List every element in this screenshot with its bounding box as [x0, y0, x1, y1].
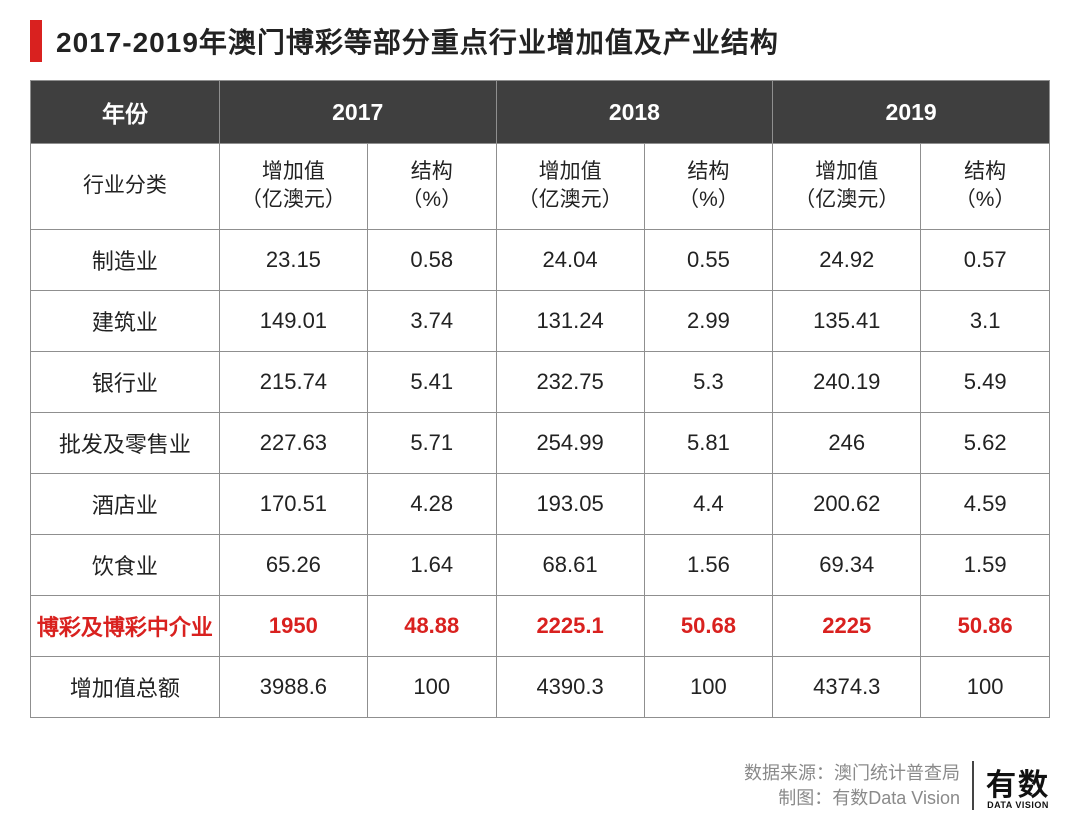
- value-2017: 170.51: [219, 473, 367, 534]
- table-row: 建筑业149.013.74131.242.99135.413.1: [31, 290, 1050, 351]
- source-label: 数据来源：: [744, 763, 834, 783]
- structure-2018: 4.4: [644, 473, 773, 534]
- table-row: 银行业215.745.41232.755.3240.195.49: [31, 351, 1050, 412]
- row-name: 批发及零售业: [31, 412, 220, 473]
- logo: 有数 DATA VISION: [986, 771, 1050, 810]
- structure-2017: 1.64: [367, 534, 496, 595]
- row-name: 制造业: [31, 229, 220, 290]
- subheader-value: 增加值（亿澳元）: [219, 144, 367, 230]
- accent-block: [30, 20, 42, 62]
- source-block: 数据来源：澳门统计普查局 制图：有数Data Vision: [744, 761, 974, 810]
- structure-2017: 100: [367, 656, 496, 717]
- source-value: 澳门统计普查局: [834, 763, 960, 783]
- structure-2017: 4.28: [367, 473, 496, 534]
- logo-cn: 有数: [986, 771, 1050, 801]
- value-2017: 3988.6: [219, 656, 367, 717]
- author-label: 制图：: [778, 788, 832, 808]
- structure-2019: 5.49: [921, 351, 1050, 412]
- header-2019: 2019: [773, 81, 1050, 144]
- value-2019: 240.19: [773, 351, 921, 412]
- value-2019: 69.34: [773, 534, 921, 595]
- row-name: 饮食业: [31, 534, 220, 595]
- author-line: 制图：有数Data Vision: [744, 786, 960, 810]
- structure-2017: 0.58: [367, 229, 496, 290]
- structure-2018: 0.55: [644, 229, 773, 290]
- table-row: 饮食业65.261.6468.611.5669.341.59: [31, 534, 1050, 595]
- value-2017: 65.26: [219, 534, 367, 595]
- subheader-structure: 结构（%）: [367, 144, 496, 230]
- structure-2019: 3.1: [921, 290, 1050, 351]
- value-2017: 1950: [219, 595, 367, 656]
- structure-2018: 50.68: [644, 595, 773, 656]
- table-row: 批发及零售业227.635.71254.995.812465.62: [31, 412, 1050, 473]
- value-2019: 2225: [773, 595, 921, 656]
- value-2017: 227.63: [219, 412, 367, 473]
- value-2019: 24.92: [773, 229, 921, 290]
- subheader-structure: 结构（%）: [644, 144, 773, 230]
- subheader-structure: 结构（%）: [921, 144, 1050, 230]
- subheader-value: 增加值（亿澳元）: [496, 144, 644, 230]
- table-row: 制造业23.150.5824.040.5524.920.57: [31, 229, 1050, 290]
- structure-2019: 0.57: [921, 229, 1050, 290]
- value-2017: 23.15: [219, 229, 367, 290]
- structure-2017: 5.71: [367, 412, 496, 473]
- author-value: 有数Data Vision: [832, 788, 960, 808]
- table-body: 行业分类 增加值（亿澳元） 结构（%） 增加值（亿澳元） 结构（%） 增加值（亿…: [31, 144, 1050, 718]
- structure-2019: 5.62: [921, 412, 1050, 473]
- value-2019: 246: [773, 412, 921, 473]
- value-2018: 2225.1: [496, 595, 644, 656]
- row-name: 建筑业: [31, 290, 220, 351]
- subheader-value: 增加值（亿澳元）: [773, 144, 921, 230]
- value-2018: 232.75: [496, 351, 644, 412]
- value-2017: 149.01: [219, 290, 367, 351]
- row-name: 博彩及博彩中介业: [31, 595, 220, 656]
- value-2018: 254.99: [496, 412, 644, 473]
- table-row: 酒店业170.514.28193.054.4200.624.59: [31, 473, 1050, 534]
- structure-2019: 50.86: [921, 595, 1050, 656]
- structure-2018: 1.56: [644, 534, 773, 595]
- structure-2017: 48.88: [367, 595, 496, 656]
- value-2019: 200.62: [773, 473, 921, 534]
- structure-2018: 5.81: [644, 412, 773, 473]
- header-year: 年份: [31, 81, 220, 144]
- structure-2019: 1.59: [921, 534, 1050, 595]
- value-2018: 193.05: [496, 473, 644, 534]
- source-line: 数据来源：澳门统计普查局: [744, 761, 960, 785]
- structure-2019: 4.59: [921, 473, 1050, 534]
- structure-2018: 100: [644, 656, 773, 717]
- table-header: 年份 2017 2018 2019: [31, 81, 1050, 144]
- value-2018: 4390.3: [496, 656, 644, 717]
- value-2017: 215.74: [219, 351, 367, 412]
- table-row: 博彩及博彩中介业195048.882225.150.68222550.86: [31, 595, 1050, 656]
- header-2018: 2018: [496, 81, 773, 144]
- title-bar: 2017-2019年澳门博彩等部分重点行业增加值及产业结构: [30, 20, 1050, 62]
- value-2018: 131.24: [496, 290, 644, 351]
- structure-2017: 5.41: [367, 351, 496, 412]
- value-2018: 24.04: [496, 229, 644, 290]
- structure-2018: 2.99: [644, 290, 773, 351]
- subheader-industry: 行业分类: [31, 144, 220, 230]
- table-row: 增加值总额3988.61004390.31004374.3100: [31, 656, 1050, 717]
- row-name: 酒店业: [31, 473, 220, 534]
- page-title: 2017-2019年澳门博彩等部分重点行业增加值及产业结构: [56, 21, 779, 61]
- structure-2019: 100: [921, 656, 1050, 717]
- industry-table: 年份 2017 2018 2019 行业分类 增加值（亿澳元） 结构（%） 增加…: [30, 80, 1050, 718]
- table-subheader: 行业分类 增加值（亿澳元） 结构（%） 增加值（亿澳元） 结构（%） 增加值（亿…: [31, 144, 1050, 230]
- footer: 数据来源：澳门统计普查局 制图：有数Data Vision 有数 DATA VI…: [744, 761, 1050, 810]
- row-name: 增加值总额: [31, 656, 220, 717]
- value-2019: 135.41: [773, 290, 921, 351]
- logo-en: DATA VISION: [987, 801, 1049, 810]
- structure-2018: 5.3: [644, 351, 773, 412]
- value-2019: 4374.3: [773, 656, 921, 717]
- value-2018: 68.61: [496, 534, 644, 595]
- header-2017: 2017: [219, 81, 496, 144]
- row-name: 银行业: [31, 351, 220, 412]
- structure-2017: 3.74: [367, 290, 496, 351]
